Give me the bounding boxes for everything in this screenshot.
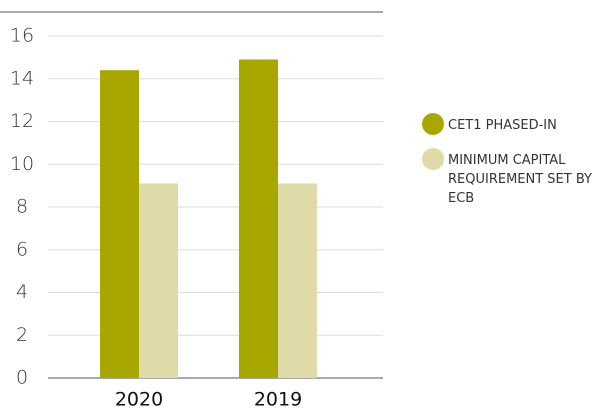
- y-tick-label: 12: [10, 110, 34, 132]
- legend-swatch: [422, 113, 444, 135]
- y-tick-label: 10: [10, 153, 34, 175]
- bar: [139, 183, 178, 378]
- x-tick-label: 2020: [115, 389, 163, 411]
- bar: [278, 183, 317, 378]
- bar: [100, 70, 139, 378]
- legend-label: MINIMUM CAPITAL REQUIREMENT SET BY ECB: [448, 153, 592, 206]
- legend-item: MINIMUM CAPITAL REQUIREMENT SET BY ECB: [422, 148, 604, 208]
- y-tick-label: 14: [10, 67, 34, 89]
- y-tick-label: 8: [16, 196, 28, 218]
- y-tick-label: 4: [16, 281, 28, 303]
- legend-label: CET1 PHASED-IN: [448, 118, 557, 133]
- legend-swatch: [422, 148, 444, 170]
- y-tick-label: 2: [16, 324, 28, 346]
- y-tick-label: 0: [16, 367, 28, 389]
- y-tick-label: 16: [10, 25, 34, 47]
- x-tick-label: 2019: [254, 389, 302, 411]
- bar: [239, 59, 278, 378]
- legend: CET1 PHASED-IN MINIMUM CAPITAL REQUIREMEN…: [422, 113, 604, 224]
- y-tick-label: 6: [16, 238, 28, 260]
- legend-item: CET1 PHASED-IN: [422, 113, 604, 135]
